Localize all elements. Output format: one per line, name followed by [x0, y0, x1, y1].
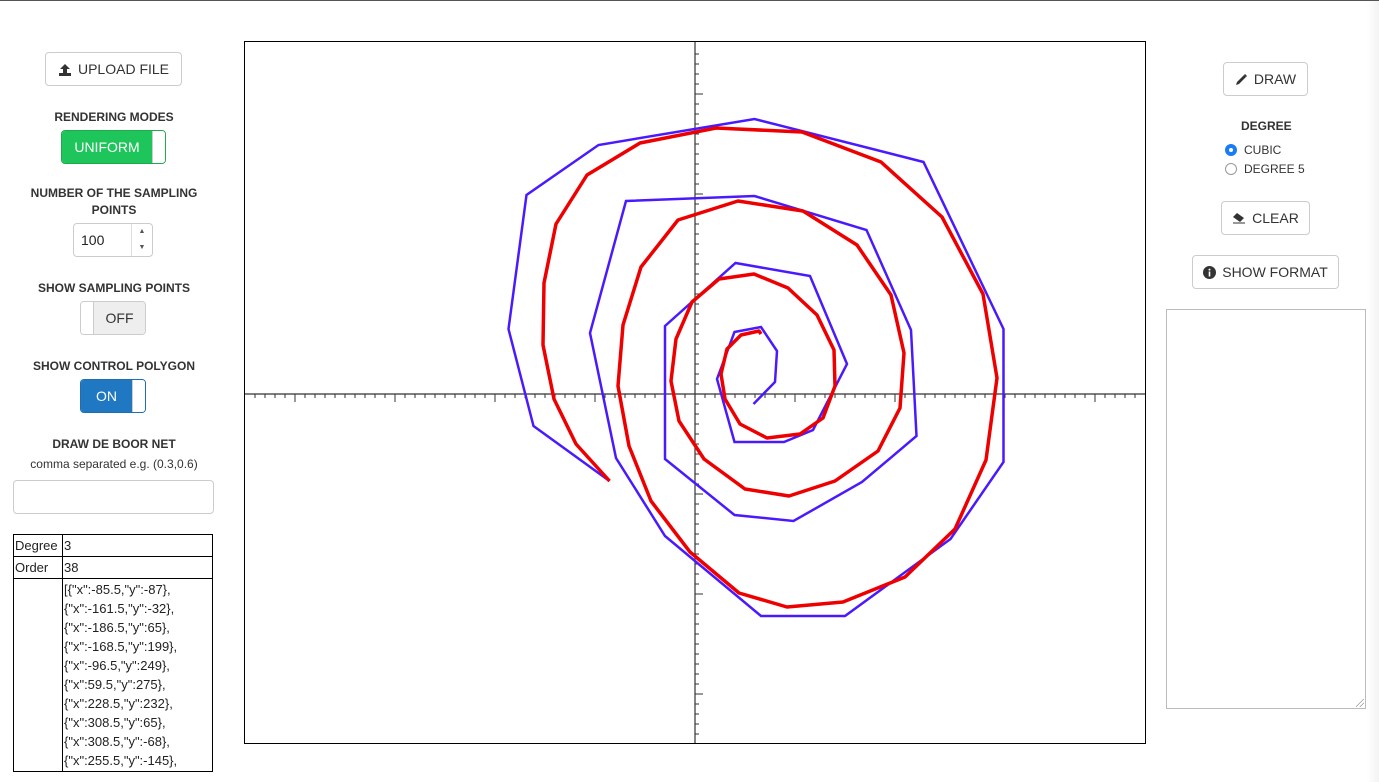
show-control-value: ON	[81, 380, 132, 412]
show-format-button[interactable]: SHOW FORMAT	[1192, 255, 1339, 289]
radio-unselected-icon[interactable]	[1225, 163, 1237, 175]
control-point-line: {"x":308.5,"y":65},	[64, 715, 166, 730]
pencil-icon	[1235, 73, 1247, 85]
info-icon	[1203, 265, 1217, 279]
clear-button[interactable]: CLEAR	[1221, 201, 1310, 235]
show-control-polygon-toggle[interactable]: ON	[80, 379, 146, 413]
sampling-points-input[interactable]: 100 ▲ ▼	[73, 223, 153, 257]
control-point-line: {"x":-168.5,"y":199},	[64, 639, 178, 654]
degree-label: DEGREE	[1241, 119, 1292, 133]
upload-icon	[58, 63, 71, 76]
resize-handle-icon[interactable]	[1356, 699, 1364, 707]
drawing-canvas[interactable]	[244, 41, 1146, 744]
show-sampling-points-toggle[interactable]: OFF	[80, 301, 146, 335]
control-points-key	[13, 578, 63, 772]
control-point-line: {"x":255.5,"y":-145},	[64, 753, 178, 768]
show-control-polygon-label: SHOW CONTROL POLYGON	[32, 359, 195, 373]
format-textarea[interactable]	[1166, 309, 1366, 709]
rendering-mode-handle	[152, 131, 165, 163]
control-points-value: [{"x":-85.5,"y":-87}, {"x":-161.5,"y":-3…	[62, 578, 213, 772]
draw-label: DRAW	[1253, 71, 1297, 87]
stepper-up-icon[interactable]: ▲	[138, 228, 146, 235]
de-boor-net-label: DRAW DE BOOR NET	[52, 437, 176, 451]
sampling-points-stepper[interactable]: ▲ ▼	[131, 224, 152, 256]
show-sampling-value: OFF	[94, 302, 145, 334]
control-point-line: [{"x":-85.5,"y":-87},	[64, 582, 171, 597]
control-point-line: {"x":228.5,"y":232},	[64, 696, 173, 711]
rendering-mode-toggle[interactable]: UNIFORM	[61, 130, 166, 164]
control-polygon	[507, 117, 1005, 618]
info-table: Degree 3 Order 38 [{"x":-85.5,"y":-87}, …	[13, 534, 213, 772]
table-row: Order 38	[13, 556, 213, 579]
degree-option-label: DEGREE 5	[1244, 162, 1305, 176]
bspline-curve	[541, 126, 999, 609]
order-key: Order	[13, 556, 63, 579]
upload-file-button[interactable]: UPLOAD FILE	[45, 52, 182, 86]
de-boor-input[interactable]	[13, 480, 214, 514]
draw-button[interactable]: DRAW	[1223, 62, 1308, 96]
degree-value: 3	[62, 534, 213, 557]
degree-option-5[interactable]: DEGREE 5	[1225, 162, 1305, 176]
rendering-modes-label: RENDERING MODES	[54, 110, 174, 124]
show-format-label: SHOW FORMAT	[1222, 264, 1328, 280]
sampling-points-label: NUMBER OF THE SAMPLING POINTS	[30, 186, 198, 217]
table-row: Degree 3	[13, 534, 213, 557]
show-control-handle	[132, 380, 145, 412]
radio-selected-icon[interactable]	[1225, 144, 1237, 156]
show-sampling-handle	[81, 302, 94, 334]
page-edge-shade	[1367, 1, 1379, 782]
control-point-line: {"x":-186.5,"y":65},	[64, 620, 170, 635]
degree-option-label: CUBIC	[1244, 143, 1282, 157]
plot-svg	[245, 42, 1145, 743]
control-point-line: {"x":59.5,"y":275},	[64, 677, 166, 692]
stepper-down-icon[interactable]: ▼	[138, 244, 146, 251]
show-sampling-points-label: SHOW SAMPLING POINTS	[37, 281, 190, 295]
table-row: [{"x":-85.5,"y":-87}, {"x":-161.5,"y":-3…	[13, 578, 213, 772]
control-point-line: {"x":-161.5,"y":-32},	[64, 601, 175, 616]
upload-file-label: UPLOAD FILE	[77, 61, 170, 77]
control-point-line: {"x":308.5,"y":-68},	[64, 734, 170, 749]
clear-label: CLEAR	[1252, 210, 1299, 226]
de-boor-hint: comma separated e.g. (0.3,0.6)	[30, 457, 198, 471]
rendering-mode-value: UNIFORM	[62, 131, 152, 163]
order-value: 38	[62, 556, 213, 579]
sampling-points-value: 100	[81, 232, 105, 248]
degree-key: Degree	[13, 534, 63, 557]
control-point-line: {"x":-96.5,"y":249},	[64, 658, 170, 673]
degree-option-cubic[interactable]: CUBIC	[1225, 143, 1281, 157]
eraser-icon	[1233, 213, 1246, 224]
